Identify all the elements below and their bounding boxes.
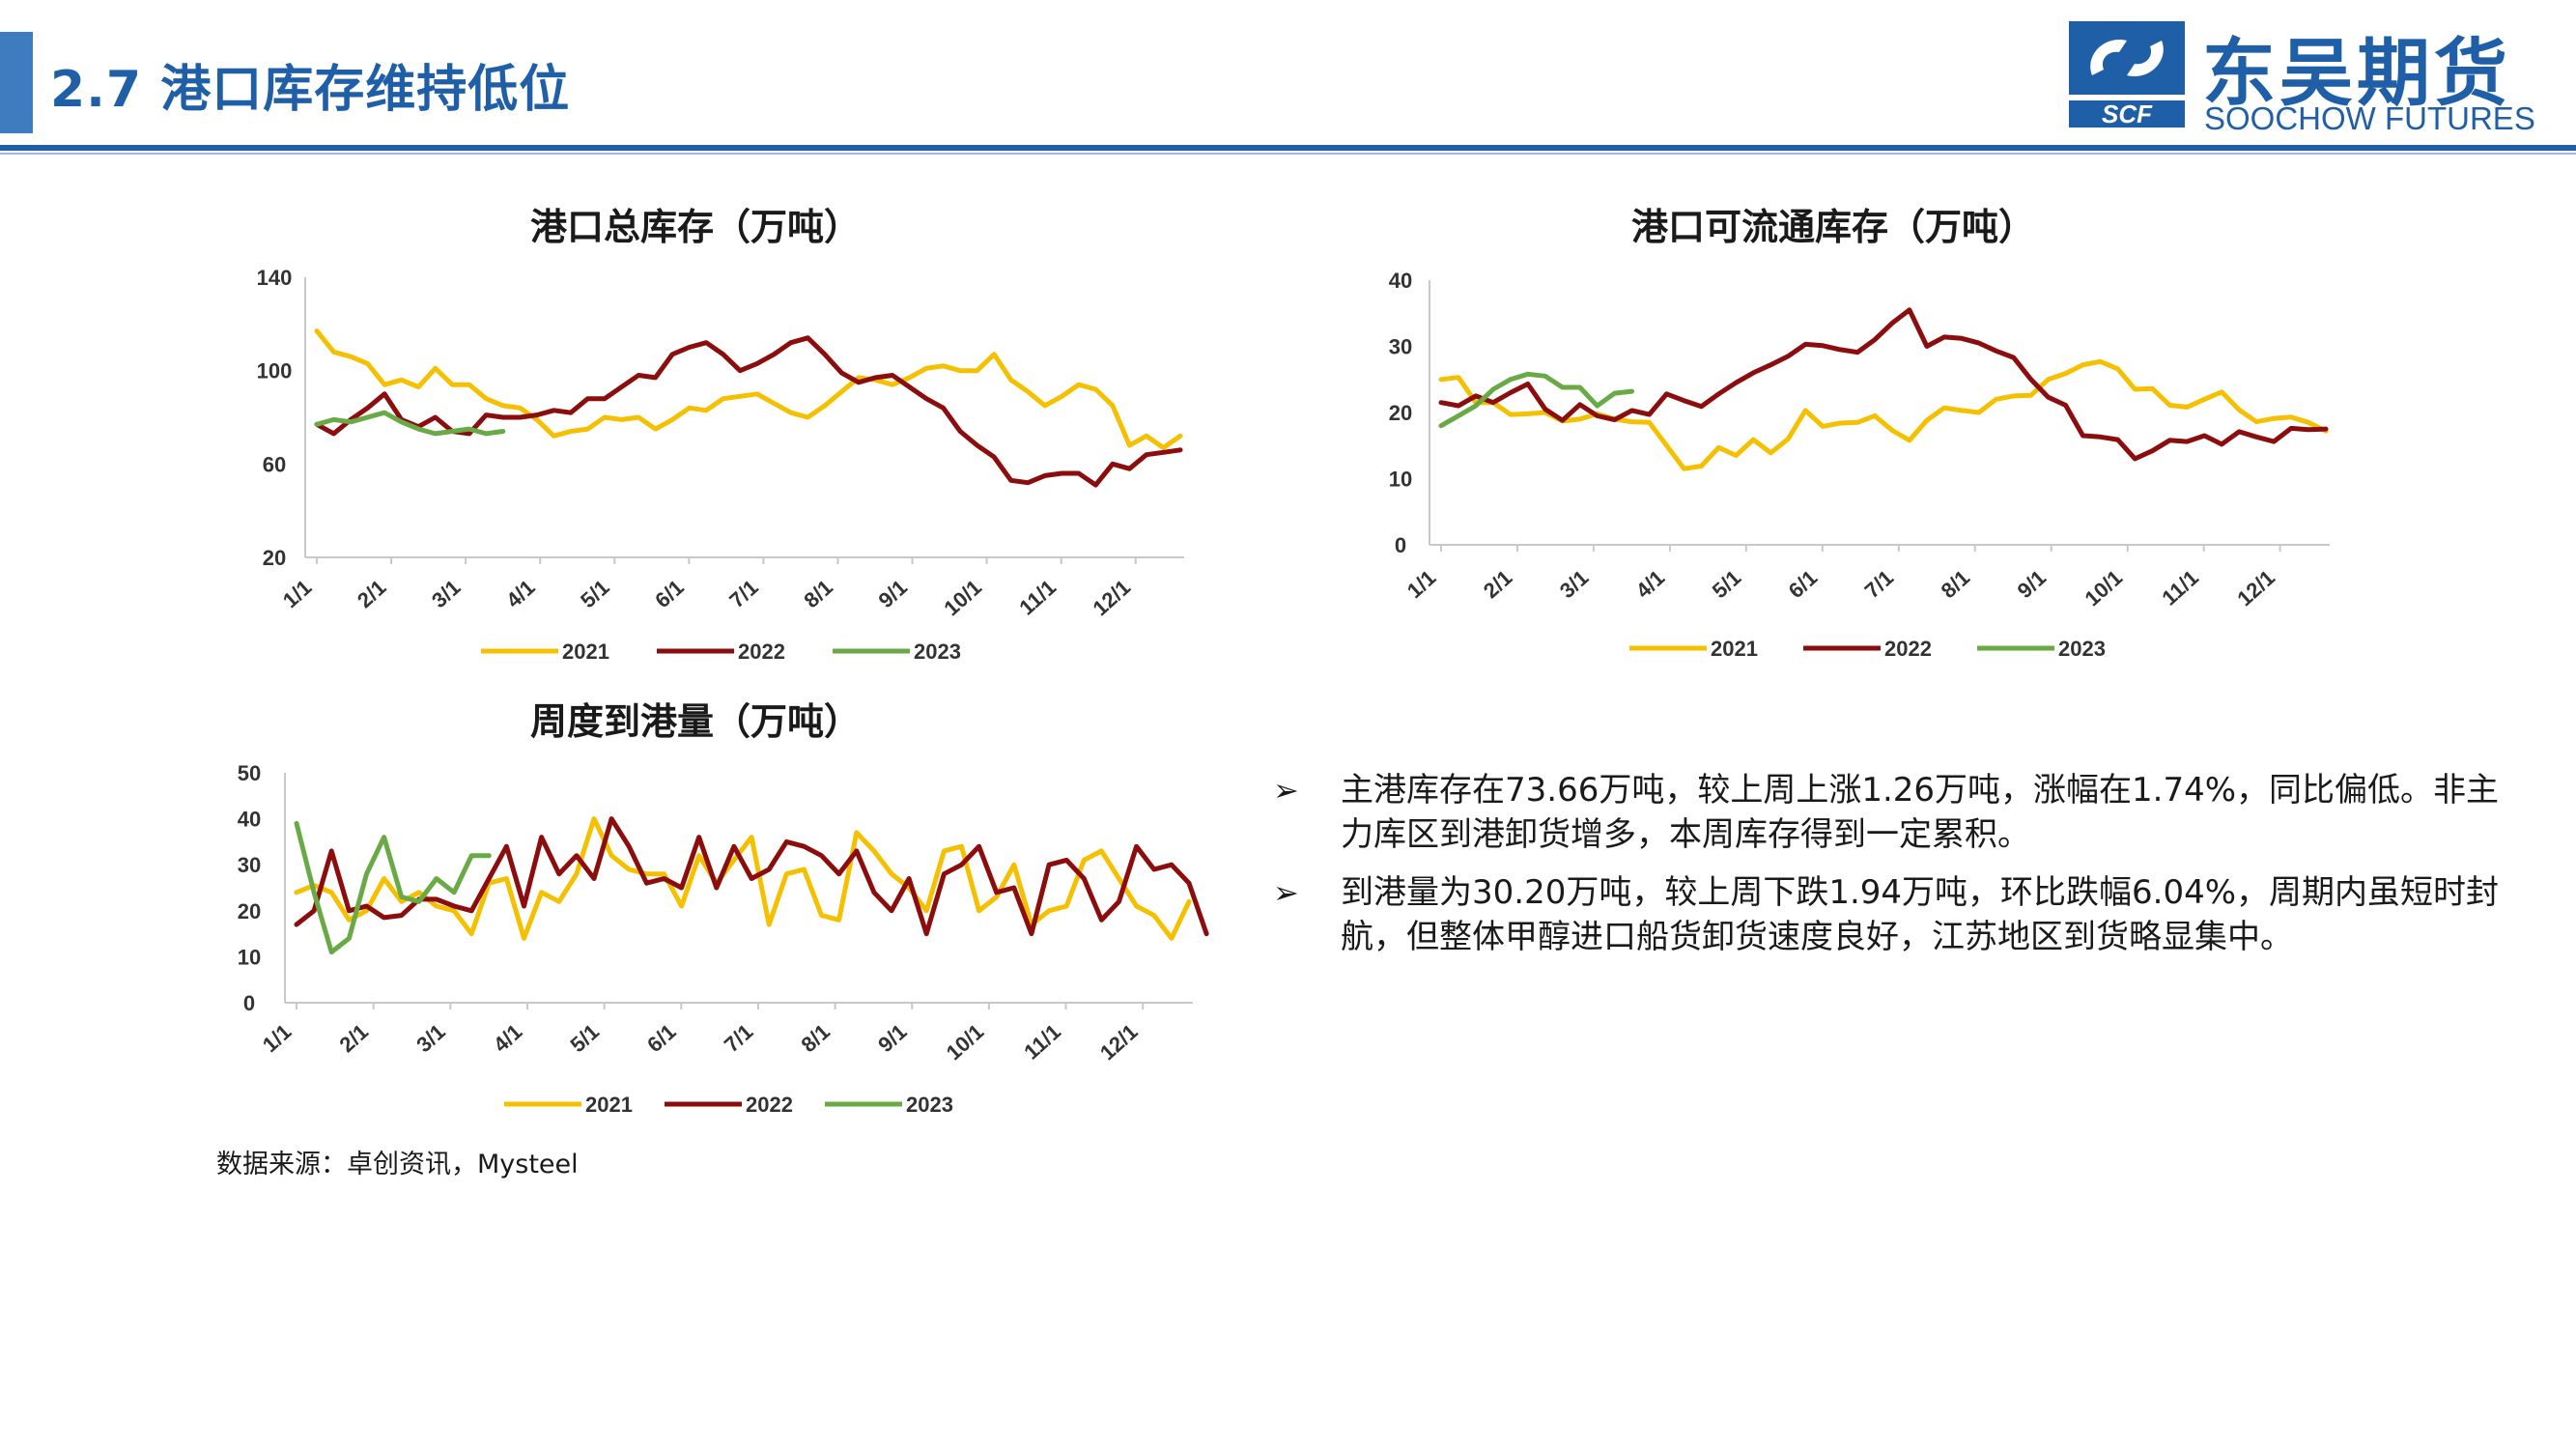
logo-chinese-name: 东吴期货 bbox=[2202, 30, 2511, 116]
chart-title: 港口可流通库存（万吨） bbox=[1631, 206, 2035, 248]
x-tick-label: 8/1 bbox=[1937, 565, 1974, 603]
chart-1: 港口总库存（万吨） 20 60 100 140 1/1 2/1 3/1 4/1 5/1 6/1 7/1… bbox=[257, 206, 1184, 664]
x-tick-label: 6/1 bbox=[1784, 565, 1822, 603]
header-accent-bar bbox=[0, 32, 33, 133]
x-tick-label: 10/1 bbox=[939, 575, 986, 620]
header-divider bbox=[0, 145, 2576, 151]
x-tick-label: 3/1 bbox=[427, 575, 465, 612]
legend-label-2023: 2023 bbox=[914, 639, 961, 664]
x-tick-label: 3/1 bbox=[411, 1019, 449, 1057]
y-tick-label: 30 bbox=[1389, 335, 1412, 359]
x-tick-label: 1/1 bbox=[1402, 565, 1440, 603]
commentary-list: ➢ 主港库存在73.66万吨，较上周上涨1.26万吨，涨幅在1.74%，同比偏低… bbox=[1273, 768, 2529, 973]
x-tick-label: 6/1 bbox=[642, 1019, 680, 1057]
scf-logo-icon: SCF bbox=[2069, 21, 2185, 128]
x-tick-label: 11/1 bbox=[2157, 565, 2203, 610]
chart-2: 港口可流通库存（万吨） 0 10 20 30 40 1/1 2/1 3/1 4/1 5/1 6/1 7/… bbox=[1389, 206, 2330, 661]
arrow-bullet-icon: ➢ bbox=[1273, 772, 1299, 809]
x-tick-label: 7/1 bbox=[720, 1019, 757, 1057]
series-line-2023 bbox=[314, 410, 506, 437]
x-tick-label: 3/1 bbox=[1555, 565, 1593, 603]
y-tick-label: 100 bbox=[257, 359, 293, 384]
x-tick-label: 2/1 bbox=[335, 1019, 373, 1057]
x-tick-label: 4/1 bbox=[489, 1019, 526, 1057]
legend-label-2021: 2021 bbox=[562, 639, 609, 664]
x-tick-label: 11/1 bbox=[1014, 575, 1061, 619]
commentary-text: 到港量为30.20万吨，较上周下跌1.94万吨，环比跌幅6.04%，周期内虽短时… bbox=[1341, 873, 2500, 956]
series-line-2022 bbox=[1438, 307, 2329, 462]
x-tick-label: 8/1 bbox=[799, 575, 836, 612]
series-line-2021 bbox=[1438, 358, 2329, 471]
y-tick-label: 30 bbox=[238, 853, 261, 877]
x-tick-label: 9/1 bbox=[2013, 565, 2051, 603]
legend-label-2022: 2022 bbox=[738, 639, 785, 664]
chart-title: 周度到港量（万吨） bbox=[530, 700, 861, 743]
x-tick-label: 2/1 bbox=[353, 575, 390, 612]
x-tick-label: 1/1 bbox=[258, 1019, 296, 1057]
x-tick-label: 12/1 bbox=[1095, 1019, 1143, 1065]
legend-label-2022: 2022 bbox=[746, 1093, 793, 1117]
commentary-item: ➢ 到港量为30.20万吨，较上周下跌1.94万吨，环比跌幅6.04%，周期内虽… bbox=[1273, 870, 2529, 959]
x-tick-label: 4/1 bbox=[501, 575, 539, 612]
x-tick-label: 8/1 bbox=[796, 1019, 834, 1057]
x-tick-label: 10/1 bbox=[942, 1019, 989, 1065]
x-tick-label: 11/1 bbox=[1019, 1019, 1065, 1064]
header-divider-thin bbox=[0, 153, 2576, 155]
x-tick-label: 7/1 bbox=[1860, 565, 1898, 603]
logo-english-name: SOOCHOW FUTURES bbox=[2204, 100, 2535, 136]
commentary-text: 主港库存在73.66万吨，较上周上涨1.26万吨，涨幅在1.74%，同比偏低。非… bbox=[1341, 771, 2500, 854]
y-tick-label: 10 bbox=[1389, 468, 1412, 492]
series-line-2022 bbox=[294, 816, 1209, 937]
y-tick-label: 10 bbox=[238, 945, 261, 969]
x-tick-label: 1/1 bbox=[278, 575, 316, 612]
legend-label-2021: 2021 bbox=[1711, 637, 1758, 661]
x-tick-label: 7/1 bbox=[724, 575, 762, 612]
y-tick-label: 20 bbox=[263, 546, 286, 570]
legend-label-2021: 2021 bbox=[585, 1093, 633, 1117]
company-logo: SCF 东吴期货 SOOCHOW FUTURES bbox=[2065, 14, 2567, 137]
y-tick-label: 140 bbox=[257, 266, 293, 290]
series-line-2022 bbox=[314, 335, 1183, 488]
commentary-item: ➢ 主港库存在73.66万吨，较上周上涨1.26万吨，涨幅在1.74%，同比偏低… bbox=[1273, 768, 2529, 857]
x-tick-label: 12/1 bbox=[2232, 565, 2279, 611]
x-tick-label: 6/1 bbox=[650, 575, 688, 612]
series-line-2023 bbox=[294, 820, 492, 955]
x-tick-label: 5/1 bbox=[1708, 565, 1745, 603]
x-tick-label: 9/1 bbox=[873, 575, 911, 612]
logo-badge-text: SCF bbox=[2102, 99, 2153, 128]
series-line-2021 bbox=[314, 328, 1183, 450]
chart-3: 周度到港量（万吨） 0 10 20 30 40 50 1/1 2/1 3/1 4/1 5/1 6/1 7/… bbox=[238, 700, 1209, 1117]
data-source-note: 数据来源：卓创资讯，Mysteel bbox=[216, 1150, 579, 1179]
legend-label-2023: 2023 bbox=[906, 1093, 953, 1117]
x-tick-label: 10/1 bbox=[2080, 565, 2127, 611]
y-tick-label: 20 bbox=[238, 899, 261, 923]
y-tick-label: 40 bbox=[1389, 269, 1412, 293]
x-tick-label: 2/1 bbox=[1479, 565, 1516, 603]
y-tick-label: 50 bbox=[238, 761, 261, 785]
series-line-2023 bbox=[1438, 371, 1635, 429]
legend-label-2022: 2022 bbox=[1884, 637, 1932, 661]
chart-title: 港口总库存（万吨） bbox=[530, 206, 861, 248]
legend-label-2023: 2023 bbox=[2058, 637, 2106, 661]
y-tick-label: 20 bbox=[1389, 401, 1412, 425]
series-line-2021 bbox=[294, 816, 1192, 941]
x-tick-label: 5/1 bbox=[576, 575, 613, 612]
x-tick-label: 4/1 bbox=[1631, 565, 1669, 603]
x-tick-label: 12/1 bbox=[1089, 575, 1136, 620]
x-tick-label: 5/1 bbox=[566, 1019, 604, 1057]
y-tick-label: 40 bbox=[238, 808, 261, 832]
y-tick-label: 0 bbox=[243, 991, 255, 1015]
arrow-bullet-icon: ➢ bbox=[1273, 874, 1299, 911]
page-title: 2.7 港口库存维持低位 bbox=[50, 61, 571, 119]
y-tick-label: 0 bbox=[1395, 533, 1406, 557]
y-tick-label: 60 bbox=[263, 452, 286, 476]
x-tick-label: 9/1 bbox=[873, 1019, 911, 1057]
